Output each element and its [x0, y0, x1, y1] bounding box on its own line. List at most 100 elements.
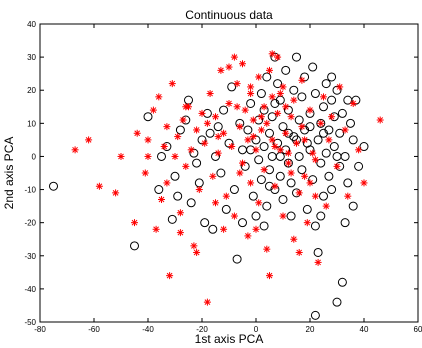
star-point	[257, 113, 265, 121]
circle-point	[283, 105, 293, 115]
y-tick-label: -30	[24, 252, 36, 261]
circle-point	[289, 85, 299, 95]
star-point	[225, 99, 233, 107]
star-point	[236, 123, 244, 131]
y-tick-label: 20	[27, 86, 36, 95]
star-point	[336, 83, 344, 91]
star-point	[176, 209, 184, 217]
star-point	[85, 136, 93, 144]
star-point	[174, 133, 182, 141]
star-point	[279, 83, 287, 91]
circle-point	[240, 161, 250, 171]
star-point	[287, 113, 295, 121]
star-point	[198, 109, 206, 117]
star-point	[201, 139, 209, 147]
star-point	[71, 146, 79, 154]
circle-point	[324, 171, 334, 181]
circle-point	[189, 148, 199, 158]
star-point	[301, 136, 309, 144]
circle-point	[154, 185, 164, 195]
circle-point	[130, 241, 139, 251]
star-point	[249, 116, 257, 124]
circle-point	[332, 151, 342, 161]
circle-point	[278, 194, 288, 204]
star-point	[260, 103, 268, 111]
circle-point	[337, 277, 347, 287]
star-point	[298, 76, 306, 84]
star-point	[282, 129, 290, 137]
circle-point	[335, 128, 345, 138]
star-point	[131, 219, 138, 227]
star-point	[284, 159, 292, 167]
star-point	[133, 129, 141, 137]
star-point	[179, 116, 187, 124]
circle-point	[327, 185, 337, 195]
circle-point	[321, 148, 331, 158]
star-point	[311, 192, 319, 200]
circle-point	[327, 72, 337, 82]
star-point	[284, 149, 292, 157]
star-point	[276, 146, 284, 154]
circle-point	[256, 89, 266, 99]
ticks-layer: -80 -60 -40 -20 0 20 40 60 -50 -40 -30 -20 -10 0 10 20 3…	[24, 20, 422, 334]
circle-point	[265, 128, 274, 138]
star-point	[236, 169, 244, 177]
star-point	[322, 202, 330, 210]
star-point	[212, 199, 219, 207]
star-point	[244, 136, 252, 144]
star-point	[257, 126, 265, 134]
star-point	[230, 53, 238, 61]
circle-point	[256, 175, 266, 185]
star-point	[182, 162, 190, 170]
circle-point	[208, 224, 218, 234]
circle-point	[294, 115, 304, 125]
star-point	[214, 133, 222, 141]
star-point	[328, 113, 336, 121]
circle-point	[270, 98, 280, 108]
star-point	[171, 152, 179, 160]
star-point	[274, 109, 282, 117]
star-point	[287, 169, 295, 177]
star-point	[239, 60, 246, 68]
star-point	[255, 199, 263, 207]
star-point	[190, 242, 198, 250]
star-point	[247, 83, 255, 91]
star-point	[244, 232, 252, 240]
circle-point	[186, 198, 196, 208]
star-point	[311, 156, 319, 164]
star-point	[282, 103, 290, 111]
y-tick-label: -10	[24, 186, 36, 195]
circle-point	[219, 105, 229, 115]
star-point	[295, 248, 303, 256]
star-point	[112, 189, 120, 197]
y-tick-label: 0	[32, 152, 37, 161]
y-axis-label: 2nd axis PCA	[2, 137, 16, 210]
star-point	[239, 159, 246, 167]
star-point	[309, 149, 317, 157]
circle-point	[221, 204, 231, 214]
star-point	[355, 146, 363, 154]
circle-point	[211, 151, 220, 161]
circle-point	[321, 79, 331, 89]
circle-point	[308, 62, 318, 72]
y-tick-label: -40	[24, 285, 36, 294]
circle-point	[213, 122, 223, 132]
circle-point	[319, 102, 328, 112]
circle-point	[346, 118, 355, 128]
star-point	[279, 212, 287, 220]
circle-point	[302, 138, 312, 148]
star-point	[220, 225, 228, 233]
plot-frame	[39, 23, 419, 323]
star-point	[141, 169, 149, 177]
star-point	[341, 126, 349, 134]
y-tick-label: 40	[27, 20, 36, 29]
x-tick-label: -40	[142, 325, 154, 334]
star-point	[241, 106, 249, 114]
circle-point	[227, 82, 237, 92]
y-tick-label: -20	[24, 219, 36, 228]
circle-point	[259, 221, 269, 231]
star-point	[290, 96, 298, 104]
star-point	[276, 90, 284, 98]
star-point	[187, 146, 195, 154]
star-point	[271, 143, 279, 151]
